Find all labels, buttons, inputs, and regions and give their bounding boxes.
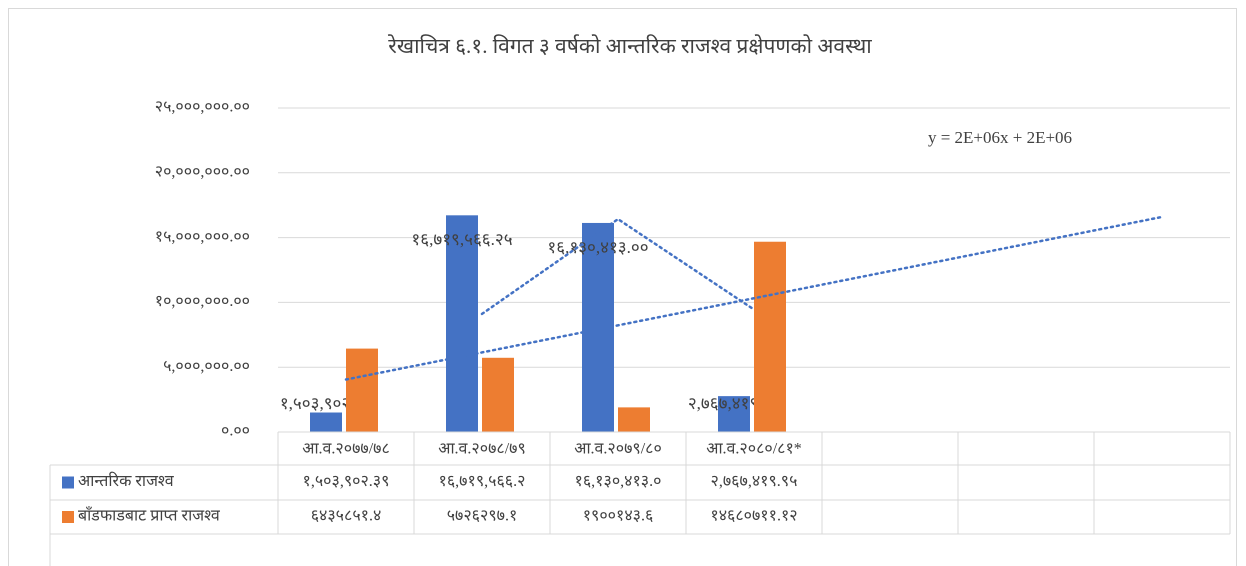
chart-border [8, 8, 1237, 566]
table-value: १४६८०७११.१२ [710, 508, 797, 525]
data-label: १६,७१९,५६६.२५ [411, 230, 512, 249]
bar [618, 407, 650, 432]
table-value: ५७२६२९७.१ [447, 508, 518, 525]
table-value: २,७६७,४१९.९५ [711, 473, 798, 490]
bar [582, 222, 614, 432]
y-tick-label: २५,०००,०००.०० [155, 99, 250, 116]
y-tick-label: १५,०००,०००.०० [155, 228, 250, 245]
x-tick-label: आ.व.२०७७/७८ [302, 441, 390, 458]
table-value: १९००१४३.६ [583, 508, 654, 525]
trendline-equation: y = 2E+06x + 2E+06 [928, 128, 1072, 147]
table-value: १६,७१९,५६६.२ [439, 473, 526, 490]
bar [754, 241, 786, 432]
table-value: ६४३५८५१.४ [311, 508, 382, 525]
x-tick-label: आ.व.२०७८/७९ [438, 441, 526, 458]
legend-label: बाँडफाडबाट प्राप्त राजश्व [78, 506, 221, 525]
bar [446, 215, 478, 432]
table-value: १,५०३,९०२.३९ [303, 473, 390, 490]
bar [718, 396, 750, 432]
y-tick-label: ५,०००,०००.०० [163, 358, 250, 375]
bar [346, 348, 378, 432]
chart-title: रेखाचित्र ६.१. विगत ३ वर्षको आन्तरिक राज… [388, 34, 873, 58]
bar [310, 412, 342, 432]
y-tick-label: २०,०००,०००.०० [155, 163, 250, 180]
table-value: १६,१३०,४१३.० [575, 473, 662, 490]
trendline [480, 217, 756, 316]
legend-label: आन्तरिक राजश्व [78, 471, 175, 490]
legend-swatch [62, 476, 74, 489]
bar [482, 357, 514, 432]
legend-swatch [62, 511, 74, 523]
y-tick-label: ०.०० [221, 423, 250, 440]
trendline [344, 215, 1164, 381]
x-tick-label: आ.व.२०८०/८१* [706, 441, 802, 458]
data-label: १६,१३०,४१३.०० [547, 238, 648, 257]
x-tick-label: आ.व.२०७९/८० [574, 441, 662, 458]
y-tick-label: १०,०००,०००.०० [155, 293, 250, 310]
